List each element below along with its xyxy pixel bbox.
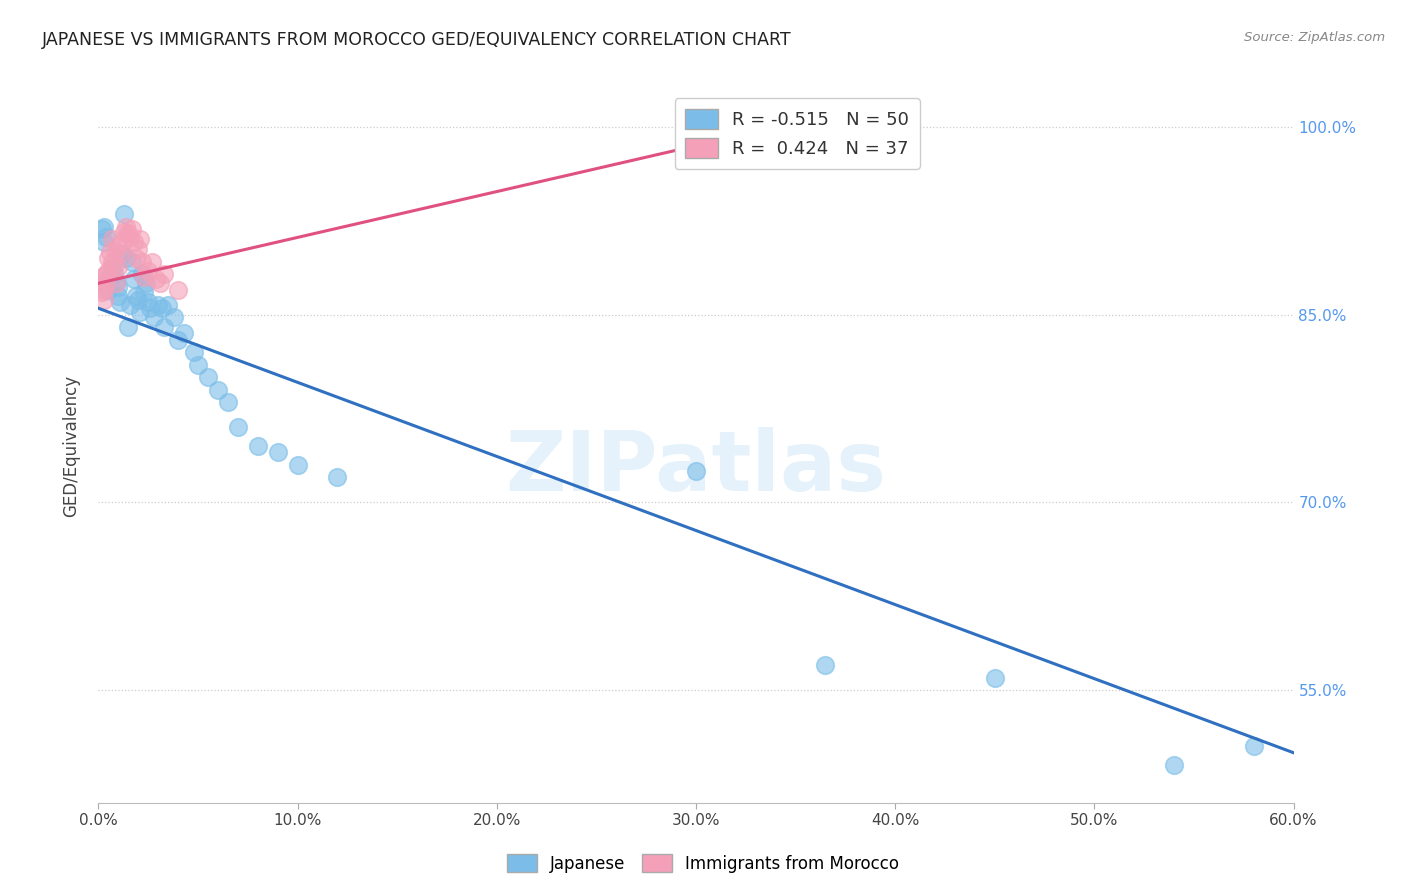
Point xyxy=(267,445,290,459)
Point xyxy=(124,235,146,249)
Point xyxy=(127,243,149,257)
Point xyxy=(984,671,1007,685)
Point xyxy=(96,268,118,282)
Point xyxy=(131,268,153,282)
Point xyxy=(93,219,115,234)
Point xyxy=(91,285,114,299)
Point xyxy=(105,244,128,259)
Point xyxy=(143,310,166,324)
Point xyxy=(153,320,176,334)
Point xyxy=(105,275,128,289)
Point xyxy=(93,235,115,249)
Point xyxy=(141,255,163,269)
Point xyxy=(197,370,219,384)
Y-axis label: GED/Equivalency: GED/Equivalency xyxy=(62,375,80,517)
Point xyxy=(89,277,111,291)
Point xyxy=(107,280,129,294)
Point xyxy=(145,272,167,286)
Point xyxy=(125,289,148,303)
Point xyxy=(103,260,125,274)
Point xyxy=(96,277,118,291)
Point xyxy=(167,283,190,297)
Point xyxy=(1163,758,1185,772)
Point xyxy=(129,232,152,246)
Point xyxy=(93,283,115,297)
Point xyxy=(131,255,153,269)
Point xyxy=(150,301,173,316)
Point xyxy=(117,320,139,334)
Point xyxy=(226,420,249,434)
Point xyxy=(139,301,162,316)
Point xyxy=(101,260,124,274)
Point xyxy=(1243,739,1265,754)
Point xyxy=(111,235,134,249)
Point xyxy=(111,247,134,261)
Point xyxy=(112,207,135,221)
Point xyxy=(163,310,186,324)
Point xyxy=(125,251,148,265)
Point xyxy=(148,297,170,311)
Point xyxy=(115,219,138,234)
Point xyxy=(91,270,114,285)
Legend: R = -0.515   N = 50, R =  0.424   N = 37: R = -0.515 N = 50, R = 0.424 N = 37 xyxy=(675,98,920,169)
Point xyxy=(135,277,157,291)
Point xyxy=(91,222,114,236)
Point xyxy=(110,295,132,310)
Point xyxy=(814,658,837,673)
Point xyxy=(187,358,209,372)
Point xyxy=(685,464,707,478)
Text: JAPANESE VS IMMIGRANTS FROM MOROCCO GED/EQUIVALENCY CORRELATION CHART: JAPANESE VS IMMIGRANTS FROM MOROCCO GED/… xyxy=(42,31,792,49)
Point xyxy=(97,264,120,278)
Point xyxy=(134,270,156,285)
Point xyxy=(121,222,143,236)
Point xyxy=(105,277,128,291)
Point xyxy=(121,255,143,269)
Point xyxy=(134,285,156,299)
Point xyxy=(326,470,349,484)
Point xyxy=(120,230,142,244)
Point xyxy=(100,270,122,285)
Point xyxy=(794,113,817,128)
Point xyxy=(129,305,152,319)
Point xyxy=(149,277,172,291)
Point xyxy=(107,289,129,303)
Point xyxy=(112,225,135,239)
Point xyxy=(100,244,122,259)
Point xyxy=(117,226,139,240)
Point xyxy=(153,268,176,282)
Point xyxy=(107,260,129,274)
Point xyxy=(101,232,124,246)
Point xyxy=(120,297,142,311)
Text: Source: ZipAtlas.com: Source: ZipAtlas.com xyxy=(1244,31,1385,45)
Point xyxy=(97,251,120,265)
Point xyxy=(287,458,309,472)
Point xyxy=(207,383,229,397)
Point xyxy=(124,272,146,286)
Point xyxy=(127,293,149,307)
Point xyxy=(103,268,125,282)
Point xyxy=(157,297,180,311)
Point xyxy=(246,439,269,453)
Point xyxy=(101,255,124,269)
Text: ZIPatlas: ZIPatlas xyxy=(506,427,886,508)
Point xyxy=(136,264,159,278)
Point xyxy=(110,247,132,261)
Legend: Japanese, Immigrants from Morocco: Japanese, Immigrants from Morocco xyxy=(501,847,905,880)
Point xyxy=(115,251,138,265)
Point xyxy=(97,283,120,297)
Point xyxy=(93,293,115,307)
Point xyxy=(217,395,239,409)
Point xyxy=(96,230,118,244)
Point xyxy=(183,345,205,359)
Point xyxy=(136,295,159,310)
Point xyxy=(173,326,195,341)
Point xyxy=(167,333,190,347)
Point xyxy=(107,238,129,252)
